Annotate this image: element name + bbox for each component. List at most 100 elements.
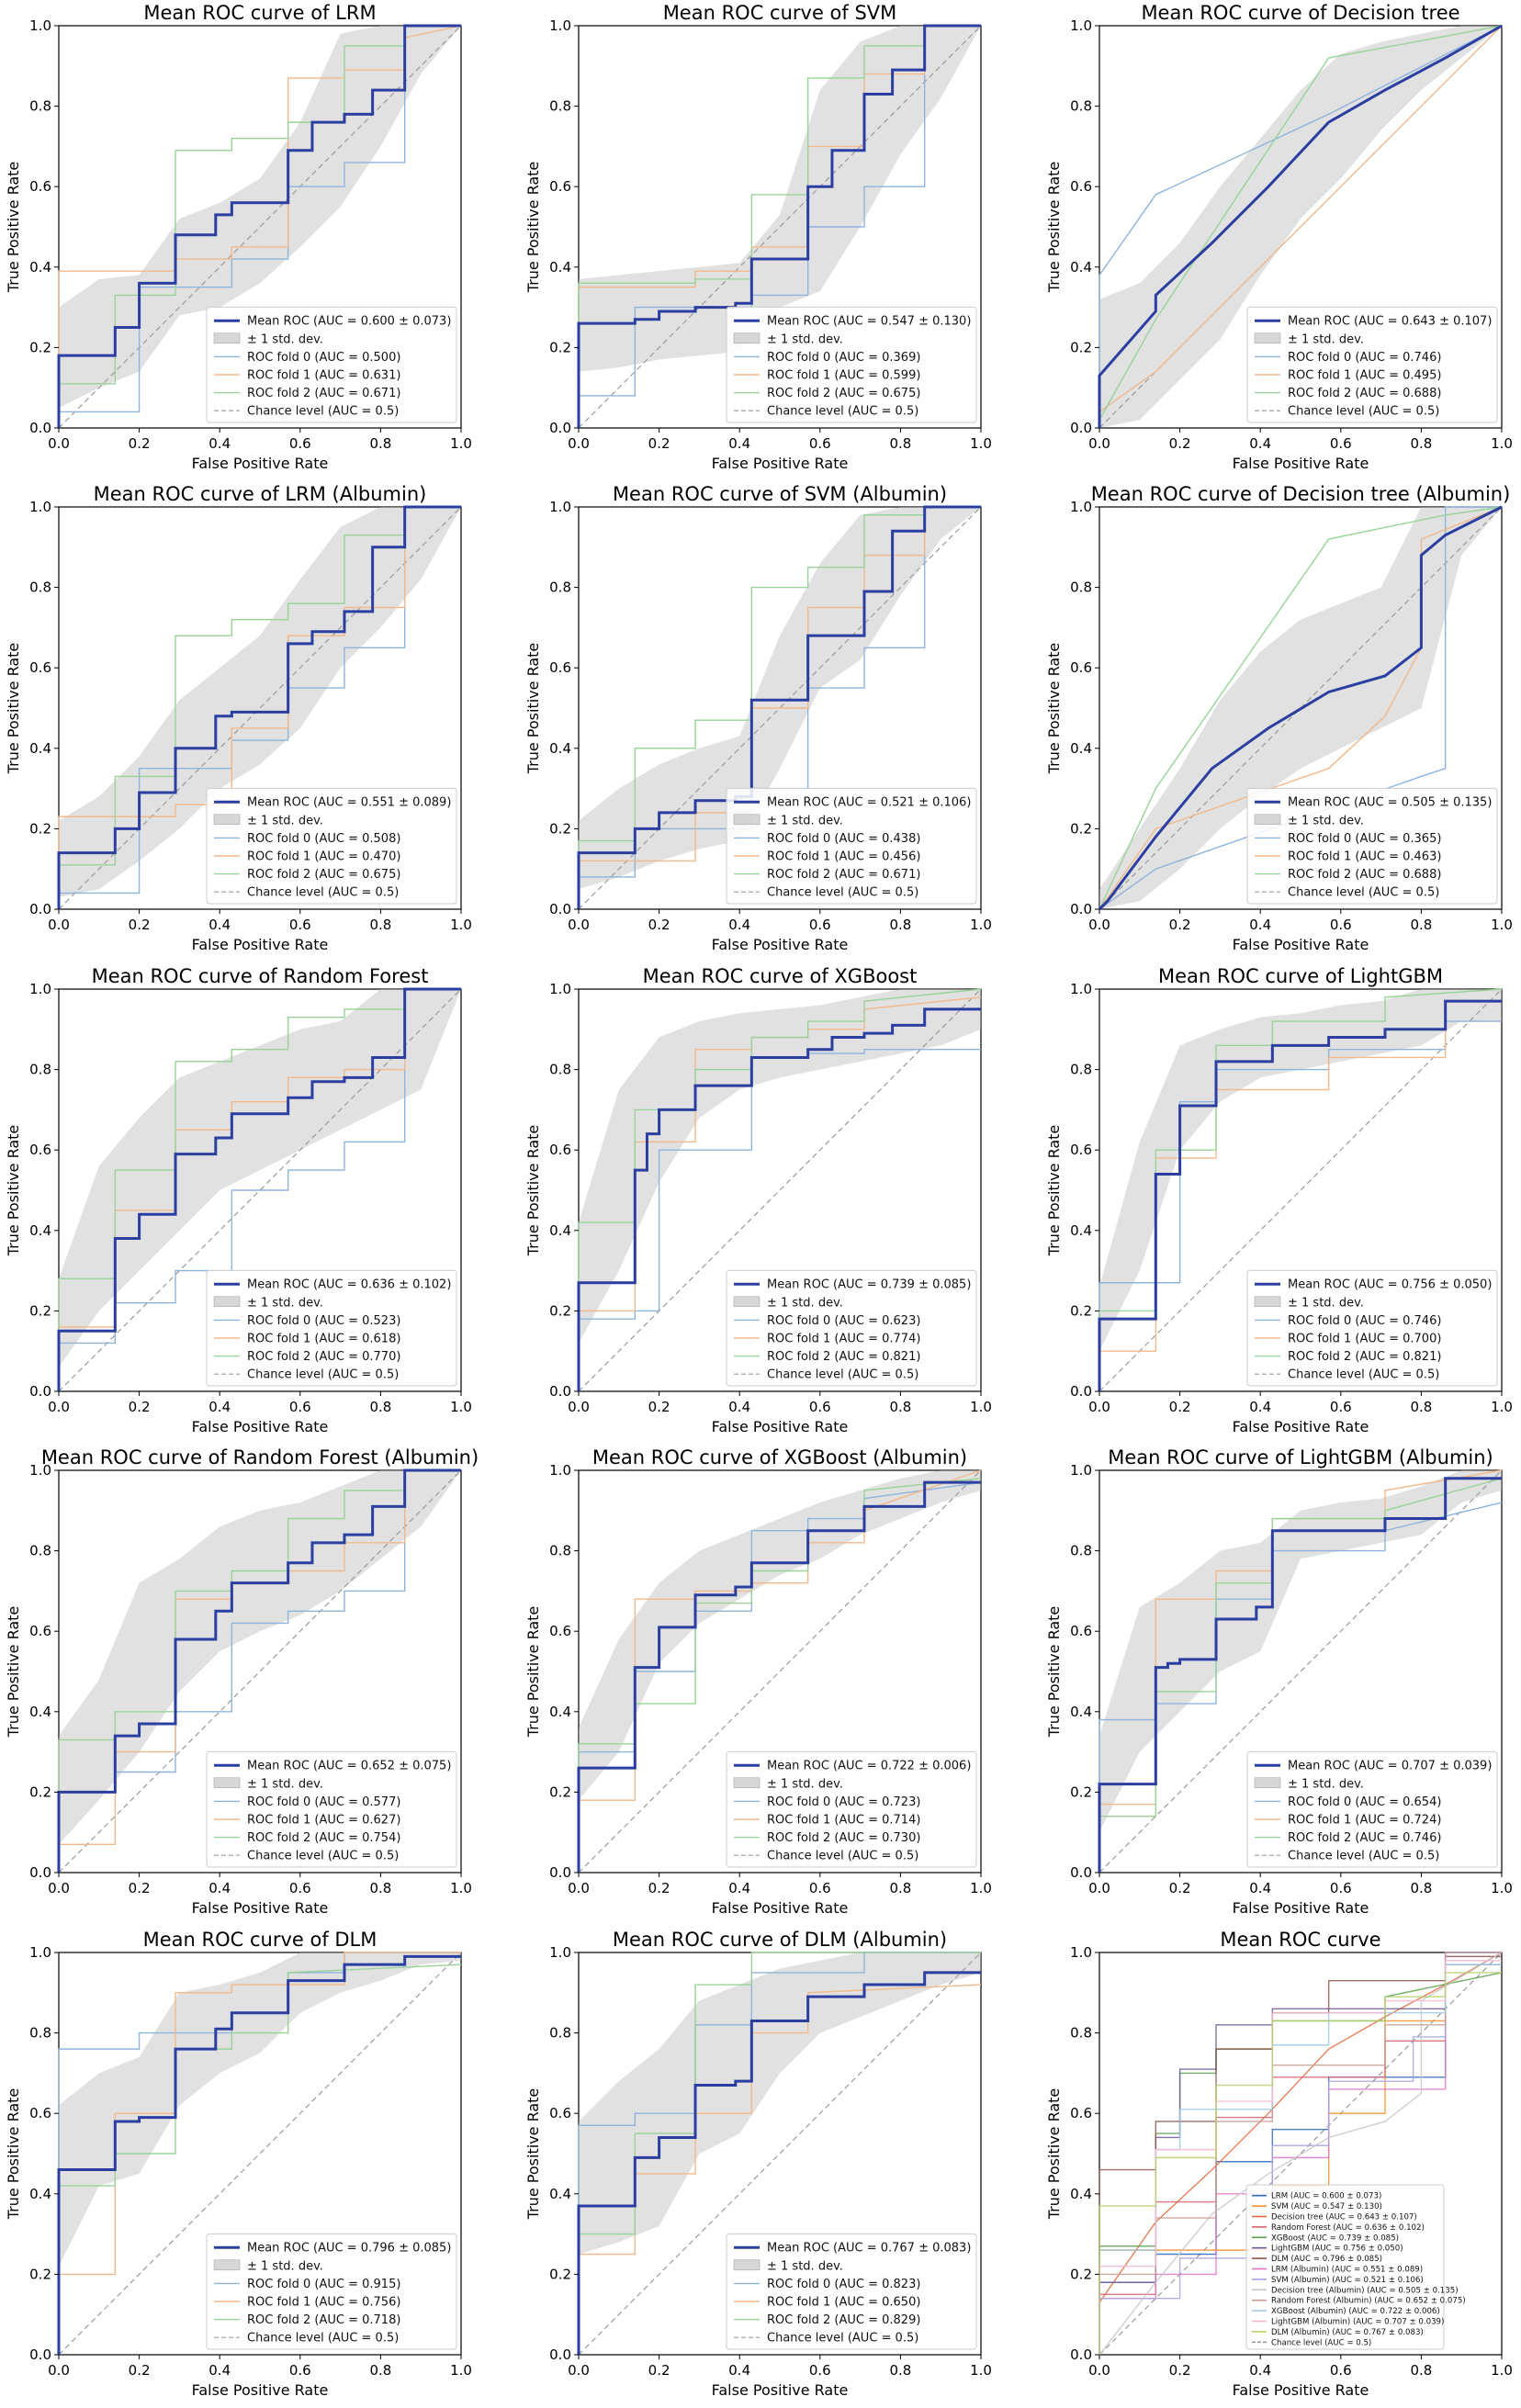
mean-roc-line: [1098, 1477, 1502, 1873]
legend-entry: DLM (Albumin) (AUC = 0.767 ± 0.083): [1271, 2328, 1424, 2337]
legend-entry: Mean ROC (AUC = 0.551 ± 0.089): [247, 796, 451, 810]
std-band: [59, 1470, 461, 1845]
panel-title: Mean ROC curve of LRM (Albumin): [94, 483, 427, 505]
legend-entry: ± 1 std. dev.: [1288, 332, 1364, 346]
legend-entry: ROC fold 0 (AUC = 0.438): [767, 832, 920, 846]
y-tick-label: 0.4: [29, 1222, 51, 1239]
mean-roc-line: [57, 1954, 461, 2355]
legend-entry: Chance level (AUC = 0.5): [1288, 1368, 1439, 1382]
x-tick-label: 0.2: [1169, 435, 1191, 452]
y-tick-label: 0.0: [1070, 420, 1092, 436]
y-tick-label: 0.2: [29, 1302, 51, 1319]
x-axis-label: False Positive Rate: [1233, 455, 1369, 472]
legend-entry: Chance level (AUC = 0.5): [1271, 2338, 1371, 2347]
y-tick-label: 0.4: [549, 2186, 571, 2202]
y-tick-label: 0.4: [29, 259, 51, 276]
x-tick-label: 0.8: [369, 2362, 391, 2379]
y-tick-label: 0.4: [1070, 1704, 1092, 1720]
legend-entry: ROC fold 2 (AUC = 0.671): [247, 387, 400, 400]
x-tick-label: 0.8: [1410, 435, 1432, 452]
y-tick-label: 0.4: [29, 740, 51, 757]
x-tick-label: 0.6: [1330, 1399, 1352, 1415]
y-tick-label: 0.6: [1070, 659, 1092, 676]
y-tick-label: 0.4: [29, 2186, 51, 2202]
x-tick-label: 0.6: [1330, 435, 1352, 452]
legend-entry: ± 1 std. dev.: [767, 332, 843, 346]
x-tick-label: 0.2: [648, 2362, 670, 2379]
legend-entry: ± 1 std. dev.: [247, 2259, 323, 2273]
legend-entry: ROC fold 1 (AUC = 0.700): [1288, 1333, 1441, 1346]
x-tick-label: 0.6: [289, 917, 311, 933]
y-tick-label: 1.0: [1070, 499, 1092, 515]
x-tick-label: 0.6: [1330, 917, 1352, 933]
mean-roc-line: [577, 1971, 981, 2355]
x-tick-label: 0.0: [568, 2362, 590, 2379]
chance-line: [1098, 1952, 1503, 2356]
x-tick-label: 0.0: [1088, 2362, 1110, 2379]
x-axis-label: False Positive Rate: [192, 2381, 329, 2399]
legend-entry: ROC fold 0 (AUC = 0.723): [767, 1795, 920, 1809]
panel-title: Mean ROC curve of LightGBM (Albumin): [1108, 1446, 1493, 1468]
y-tick-label: 0.2: [29, 820, 51, 837]
roc-fold-0-line: [1098, 25, 1503, 428]
y-tick-label: 1.0: [1070, 981, 1092, 997]
y-tick-label: 0.4: [29, 1704, 51, 1720]
y-tick-label: 0.6: [549, 1142, 571, 1158]
y-tick-label: 0.4: [549, 740, 571, 757]
panel-title: Mean ROC curve of DLM: [143, 1929, 377, 1951]
x-tick-label: 0.8: [1410, 1399, 1432, 1415]
x-tick-label: 1.0: [1491, 1399, 1513, 1415]
x-tick-label: 0.2: [1169, 2362, 1191, 2379]
y-tick-label: 0.0: [549, 2346, 571, 2363]
roc-fold-1-line: [58, 506, 461, 909]
y-tick-label: 0.2: [29, 339, 51, 355]
x-tick-label: 0.8: [369, 1399, 391, 1415]
y-tick-label: 0.4: [1070, 740, 1092, 757]
x-axis-label: False Positive Rate: [712, 936, 849, 953]
summary-series-line: [1098, 1952, 1503, 2356]
x-tick-label: 0.2: [1169, 1399, 1191, 1415]
legend-swatch: [733, 1296, 760, 1308]
legend-entry: Chance level (AUC = 0.5): [247, 405, 399, 419]
y-tick-label: 0.2: [29, 1783, 51, 1800]
x-tick-label: 0.2: [1169, 917, 1191, 933]
y-tick-label: 0.8: [29, 1543, 51, 1559]
y-tick-label: 0.6: [549, 659, 571, 676]
legend-entry: Mean ROC (AUC = 0.505 ± 0.135): [1288, 796, 1492, 810]
roc-fold-0-line: [578, 1049, 981, 1391]
x-tick-label: 1.0: [970, 435, 992, 452]
y-tick-label: 0.6: [549, 2105, 571, 2121]
x-tick-label: 0.6: [289, 1880, 311, 1896]
summary-series-line: [1098, 1972, 1502, 2355]
x-tick-label: 0.8: [889, 1880, 911, 1896]
legend-entry: ROC fold 1 (AUC = 0.756): [247, 2296, 400, 2310]
x-tick-label: 0.8: [1410, 1880, 1432, 1896]
legend-swatch: [213, 1777, 241, 1789]
y-tick-label: 0.2: [549, 820, 571, 837]
legend-swatch: [213, 2259, 241, 2271]
roc-panel-1: 0.00.0 0.2 0.2 0.4 0.4 0.6 0.6 0.8 0.8 1.0 1.0 Mean…: [5, 2, 472, 472]
y-tick-label: 0.4: [549, 1222, 571, 1239]
x-tick-label: 0.2: [648, 1399, 670, 1415]
y-tick-label: 0.6: [549, 1623, 571, 1639]
y-tick-label: 0.6: [29, 659, 51, 676]
y-axis-label: True Positive Rate: [1045, 1125, 1063, 1257]
legend-entry: ROC fold 0 (AUC = 0.654): [1288, 1795, 1441, 1809]
legend-entry: ROC fold 0 (AUC = 0.746): [1288, 351, 1441, 365]
legend-entry: Mean ROC (AUC = 0.767 ± 0.083): [767, 2242, 971, 2256]
x-tick-label: 0.8: [1410, 917, 1432, 933]
legend-entry: ROC fold 0 (AUC = 0.746): [1288, 1314, 1441, 1328]
legend-entry: ± 1 std. dev.: [247, 332, 323, 346]
legend-entry: ROC fold 1 (AUC = 0.724): [1288, 1814, 1441, 1828]
chance-line: [1098, 988, 1503, 1392]
panel-title: Mean ROC curve of SVM (Albumin): [613, 483, 947, 505]
legend-swatch: [213, 1296, 241, 1308]
legend-box: [1246, 1269, 1498, 1387]
y-axis-label: True Positive Rate: [5, 1125, 22, 1257]
x-tick-label: 0.4: [208, 435, 231, 452]
legend-entry: ROC fold 2 (AUC = 0.770): [247, 1350, 400, 1364]
legend-entry: ROC fold 1 (AUC = 0.463): [1288, 850, 1441, 864]
y-axis-label: True Positive Rate: [524, 1606, 542, 1738]
y-axis-label: True Positive Rate: [524, 643, 542, 775]
y-axis-label: True Positive Rate: [5, 643, 22, 775]
